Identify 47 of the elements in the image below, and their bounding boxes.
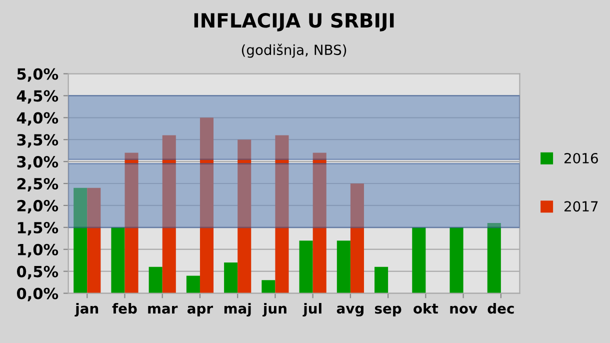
x-tick-label: dec [488,302,514,314]
bar [186,276,200,294]
bar [350,184,364,294]
y-tick-label: 2,5% [17,178,58,192]
y-tick-label: 4,5% [16,90,58,104]
bar [374,266,388,294]
bar [312,152,326,294]
bar [299,240,313,294]
bar [224,262,238,294]
x-tick-label: jul [302,302,322,317]
bar [275,135,289,294]
bar [200,118,214,294]
bar [412,227,426,294]
x-tick-label: mar [148,306,178,314]
legend-label: 2016 [564,152,598,164]
bar [74,188,88,294]
y-tick-label: 2,0% [17,200,58,214]
x-tick-label: nov [450,306,478,314]
bar [148,266,162,294]
bar [87,188,101,294]
x-tick-label: jan [74,302,98,317]
x-tick-label: okt [414,302,438,314]
y-tick-label: 5,0% [17,68,58,82]
bar [450,227,464,294]
y-tick-label: 0,0% [16,288,58,302]
bar [336,240,350,294]
x-tick-label: avg [336,306,364,316]
legend-label: 2017 [564,201,598,212]
chart-title: INFLACIJA U SRBIJI [194,13,394,32]
y-tick-label: 3,5% [17,134,58,148]
bar [124,152,138,294]
bar [162,135,176,294]
x-tick-label: jun [262,302,286,317]
x-tick-label: sep [374,306,402,316]
chart-subtitle: (godišnja, NBS) [242,44,346,58]
bar [238,140,252,294]
x-tick-label: maj [224,302,251,317]
y-tick-label: 1,5% [18,222,58,236]
y-tick-label: 3,0% [17,156,58,170]
y-tick-label: 4,0% [16,112,58,126]
bar [262,280,276,294]
x-tick-label: feb [112,302,137,314]
bar [487,223,501,294]
y-tick-label: 0,5% [16,266,58,280]
y-tick-label: 1,0% [18,244,58,258]
x-tick-label: apr [187,306,214,316]
bar [111,227,125,294]
